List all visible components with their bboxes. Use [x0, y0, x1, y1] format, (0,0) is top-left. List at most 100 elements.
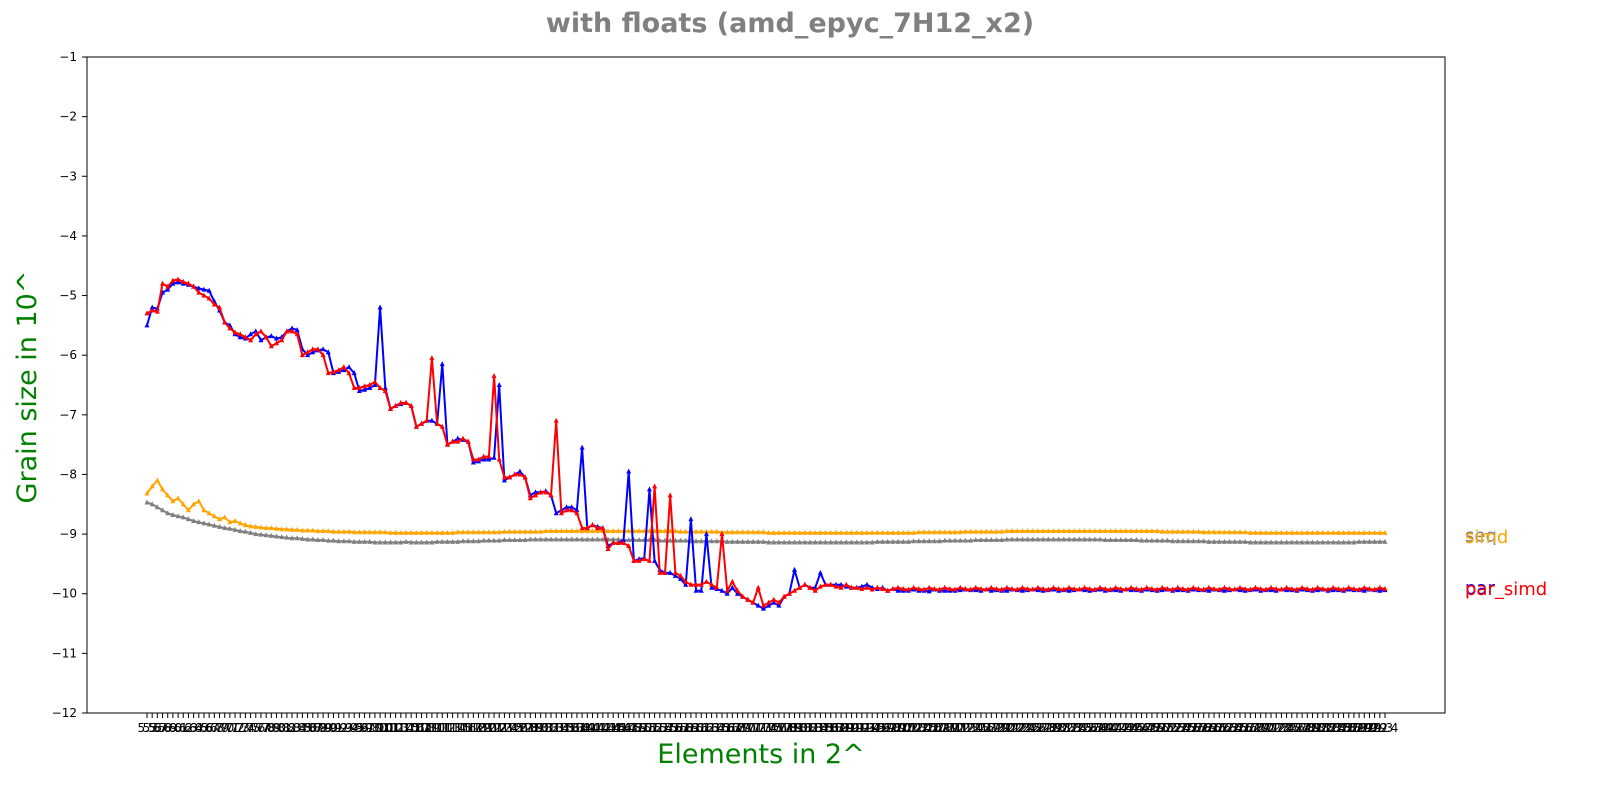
data-point-seq	[1097, 536, 1103, 542]
data-point-seq	[330, 537, 336, 543]
data-point-simd	[336, 528, 342, 534]
data-point-simd	[1139, 528, 1145, 534]
data-point-seq	[1144, 537, 1150, 543]
data-point-par-simd	[615, 540, 621, 546]
y-axis-label: Grain size in 10^	[12, 271, 43, 504]
x-tick-label: 6.3	[179, 721, 198, 735]
data-point-seq	[1304, 539, 1310, 545]
data-point-simd	[191, 501, 197, 507]
data-point-simd	[1377, 529, 1383, 535]
data-point-par-simd	[408, 402, 414, 408]
data-point-simd	[636, 528, 642, 534]
data-point-par-simd	[325, 370, 331, 376]
data-point-par-simd	[1299, 584, 1305, 590]
x-tick-label: 21.2	[947, 721, 974, 735]
data-point-simd	[1170, 528, 1176, 534]
data-point-par-simd	[1180, 585, 1186, 591]
x-tick-label: 24.6	[1123, 721, 1150, 735]
data-point-simd	[786, 529, 792, 535]
data-point-simd	[538, 528, 544, 534]
x-tick-label: 23.1	[1045, 721, 1072, 735]
data-point-simd	[1040, 528, 1046, 534]
x-tick-label: 7.2	[226, 721, 245, 735]
data-point-par-simd	[180, 278, 186, 284]
data-point-seq	[1341, 539, 1347, 545]
data-point-par	[621, 537, 627, 543]
x-tick-label: 22.8	[1030, 721, 1057, 735]
x-tick-label: 18.2	[791, 721, 818, 735]
data-point-simd	[672, 528, 678, 534]
data-point-par-simd	[962, 585, 968, 591]
data-point-par-simd	[1289, 585, 1295, 591]
data-point-par-simd	[838, 584, 844, 590]
data-point-simd	[196, 498, 202, 504]
data-point-seq	[978, 537, 984, 543]
x-tick-label: 8.9	[314, 721, 333, 735]
x-tick-label: 15.4	[646, 721, 673, 735]
x-tick-label: 7.3	[231, 721, 250, 735]
data-point-simd	[346, 528, 352, 534]
data-point-simd	[1309, 529, 1315, 535]
data-point-simd	[227, 519, 233, 525]
data-point-seq	[693, 538, 699, 544]
data-point-simd	[1071, 528, 1077, 534]
data-point-simd	[1325, 529, 1331, 535]
data-point-simd	[532, 528, 538, 534]
data-point-par-simd	[470, 456, 476, 462]
data-point-par	[268, 333, 274, 339]
x-tick-label: 17.0	[729, 721, 756, 735]
plot-area-frame	[86, 56, 1446, 714]
x-tick-label: 23.9	[1087, 721, 1114, 735]
data-point-simd	[232, 517, 238, 523]
y-tick-label: −3	[59, 169, 77, 183]
data-point-seq	[1201, 538, 1207, 544]
data-point-par	[760, 605, 766, 611]
x-tick-label: 26.9	[1242, 721, 1269, 735]
data-point-seq	[854, 539, 860, 545]
data-point-par-simd	[983, 586, 989, 592]
x-tick-label: 6.0	[163, 721, 182, 735]
data-point-simd	[1253, 529, 1259, 535]
data-point-par-simd	[320, 352, 326, 358]
data-point-par-simd	[1045, 586, 1051, 592]
x-tick-label: 17.2	[740, 721, 767, 735]
data-point-simd	[605, 528, 611, 534]
data-point-simd	[387, 529, 393, 535]
data-point-simd	[408, 529, 414, 535]
data-point-par-simd	[1346, 584, 1352, 590]
data-point-simd	[1201, 529, 1207, 535]
data-point-par-simd	[222, 319, 228, 325]
x-tick-label: 16.1	[683, 721, 710, 735]
data-point-simd	[812, 529, 818, 535]
x-tick-label: 20.0	[885, 721, 912, 735]
data-point-seq	[667, 537, 673, 543]
data-point-seq	[937, 538, 943, 544]
data-point-par-simd	[817, 583, 823, 589]
data-point-simd	[880, 529, 886, 535]
data-point-par-simd	[626, 543, 632, 549]
data-point-seq	[1164, 537, 1170, 543]
data-point-par-simd	[434, 420, 440, 426]
data-point-simd	[579, 528, 585, 534]
data-point-par	[1361, 587, 1367, 593]
data-point-par-simd	[714, 584, 720, 590]
data-point-simd	[1289, 529, 1295, 535]
x-tick-label: 11.9	[465, 721, 492, 735]
data-point-simd	[1107, 528, 1113, 534]
data-point-seq	[305, 536, 311, 542]
data-point-seq	[149, 501, 155, 507]
x-tick-label: 26.2	[1206, 721, 1233, 735]
data-point-par-simd	[191, 283, 197, 289]
data-point-simd	[476, 529, 482, 535]
data-point-simd	[667, 528, 673, 534]
data-point-par-simd	[641, 556, 647, 562]
data-point-seq	[372, 539, 378, 545]
data-point-seq	[1009, 536, 1015, 542]
series-lines	[144, 276, 1388, 611]
data-point-seq	[1356, 538, 1362, 544]
data-point-par-simd	[848, 584, 854, 590]
data-point-par	[201, 286, 207, 292]
data-point-seq	[1299, 539, 1305, 545]
data-point-seq	[196, 519, 202, 525]
data-point-simd	[258, 524, 264, 530]
